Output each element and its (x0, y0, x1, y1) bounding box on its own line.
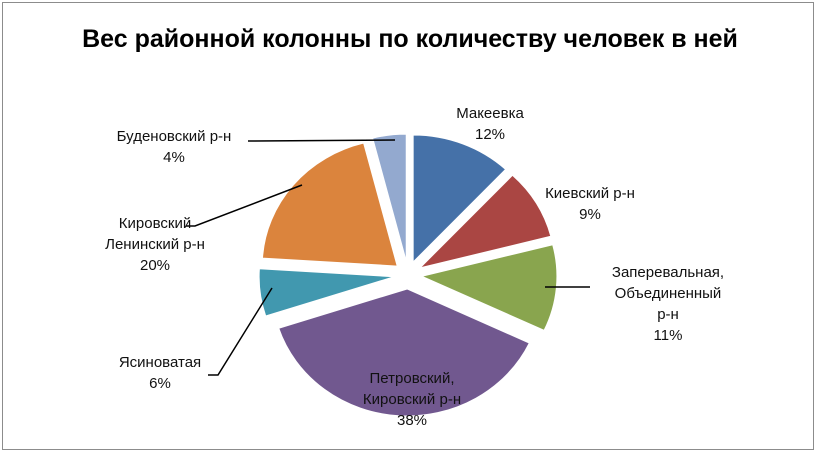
slice-label-text: р-н (657, 306, 679, 323)
slice-label-text: Кировский (118, 215, 192, 232)
slice-label-4: Ясиноватая 6% (119, 352, 201, 394)
slice-label-text: Объединенный (614, 285, 722, 302)
slice-label-text: Кировский р-н (362, 391, 462, 408)
pie-slice-5 (261, 142, 398, 267)
slice-percent: 9% (579, 206, 601, 223)
slice-label-0: Макеевка 12% (456, 103, 524, 145)
chart-title: Вес районной колонны по количеству челов… (82, 25, 738, 53)
leader-line-6 (248, 139, 396, 142)
pie-slice-4 (258, 268, 395, 317)
slice-percent: 6% (149, 375, 171, 392)
slice-label-text: Ясиноватая (118, 354, 202, 371)
slice-percent: 11% (653, 327, 683, 344)
pie-slice-2 (420, 244, 558, 332)
pie-slice-1 (418, 174, 552, 269)
slice-label-text: Ленинский р-н (105, 236, 205, 253)
slice-label-text: Петровский, (369, 370, 455, 387)
slice-label-text: Макеевка (456, 105, 524, 122)
slice-label-3: Петровский, Кировский р-н 38% (363, 368, 461, 431)
slice-label-text: Киевский р-н (545, 185, 635, 202)
pie-slice-6 (372, 133, 407, 262)
leader-line-4 (208, 287, 273, 376)
slice-label-text: Буденовский р-н (116, 128, 232, 145)
pie-slice-3 (278, 288, 530, 417)
slice-percent: 4% (163, 149, 185, 166)
slice-label-text: Заперевальная, (611, 264, 725, 281)
slice-label-5: Кировский Ленинский р-н 20% (105, 213, 205, 276)
leader-line-5 (186, 184, 303, 227)
slice-label-6: Буденовский р-н 4% (117, 126, 232, 168)
slice-percent: 38% (396, 412, 428, 429)
slice-label-2: Заперевальная, Объединенный р-н 11% (612, 262, 724, 346)
slice-label-1: Киевский р-н 9% (545, 183, 635, 225)
slice-percent: 12% (474, 126, 506, 143)
slice-percent: 20% (139, 257, 171, 274)
pie-slice-0 (412, 134, 507, 264)
